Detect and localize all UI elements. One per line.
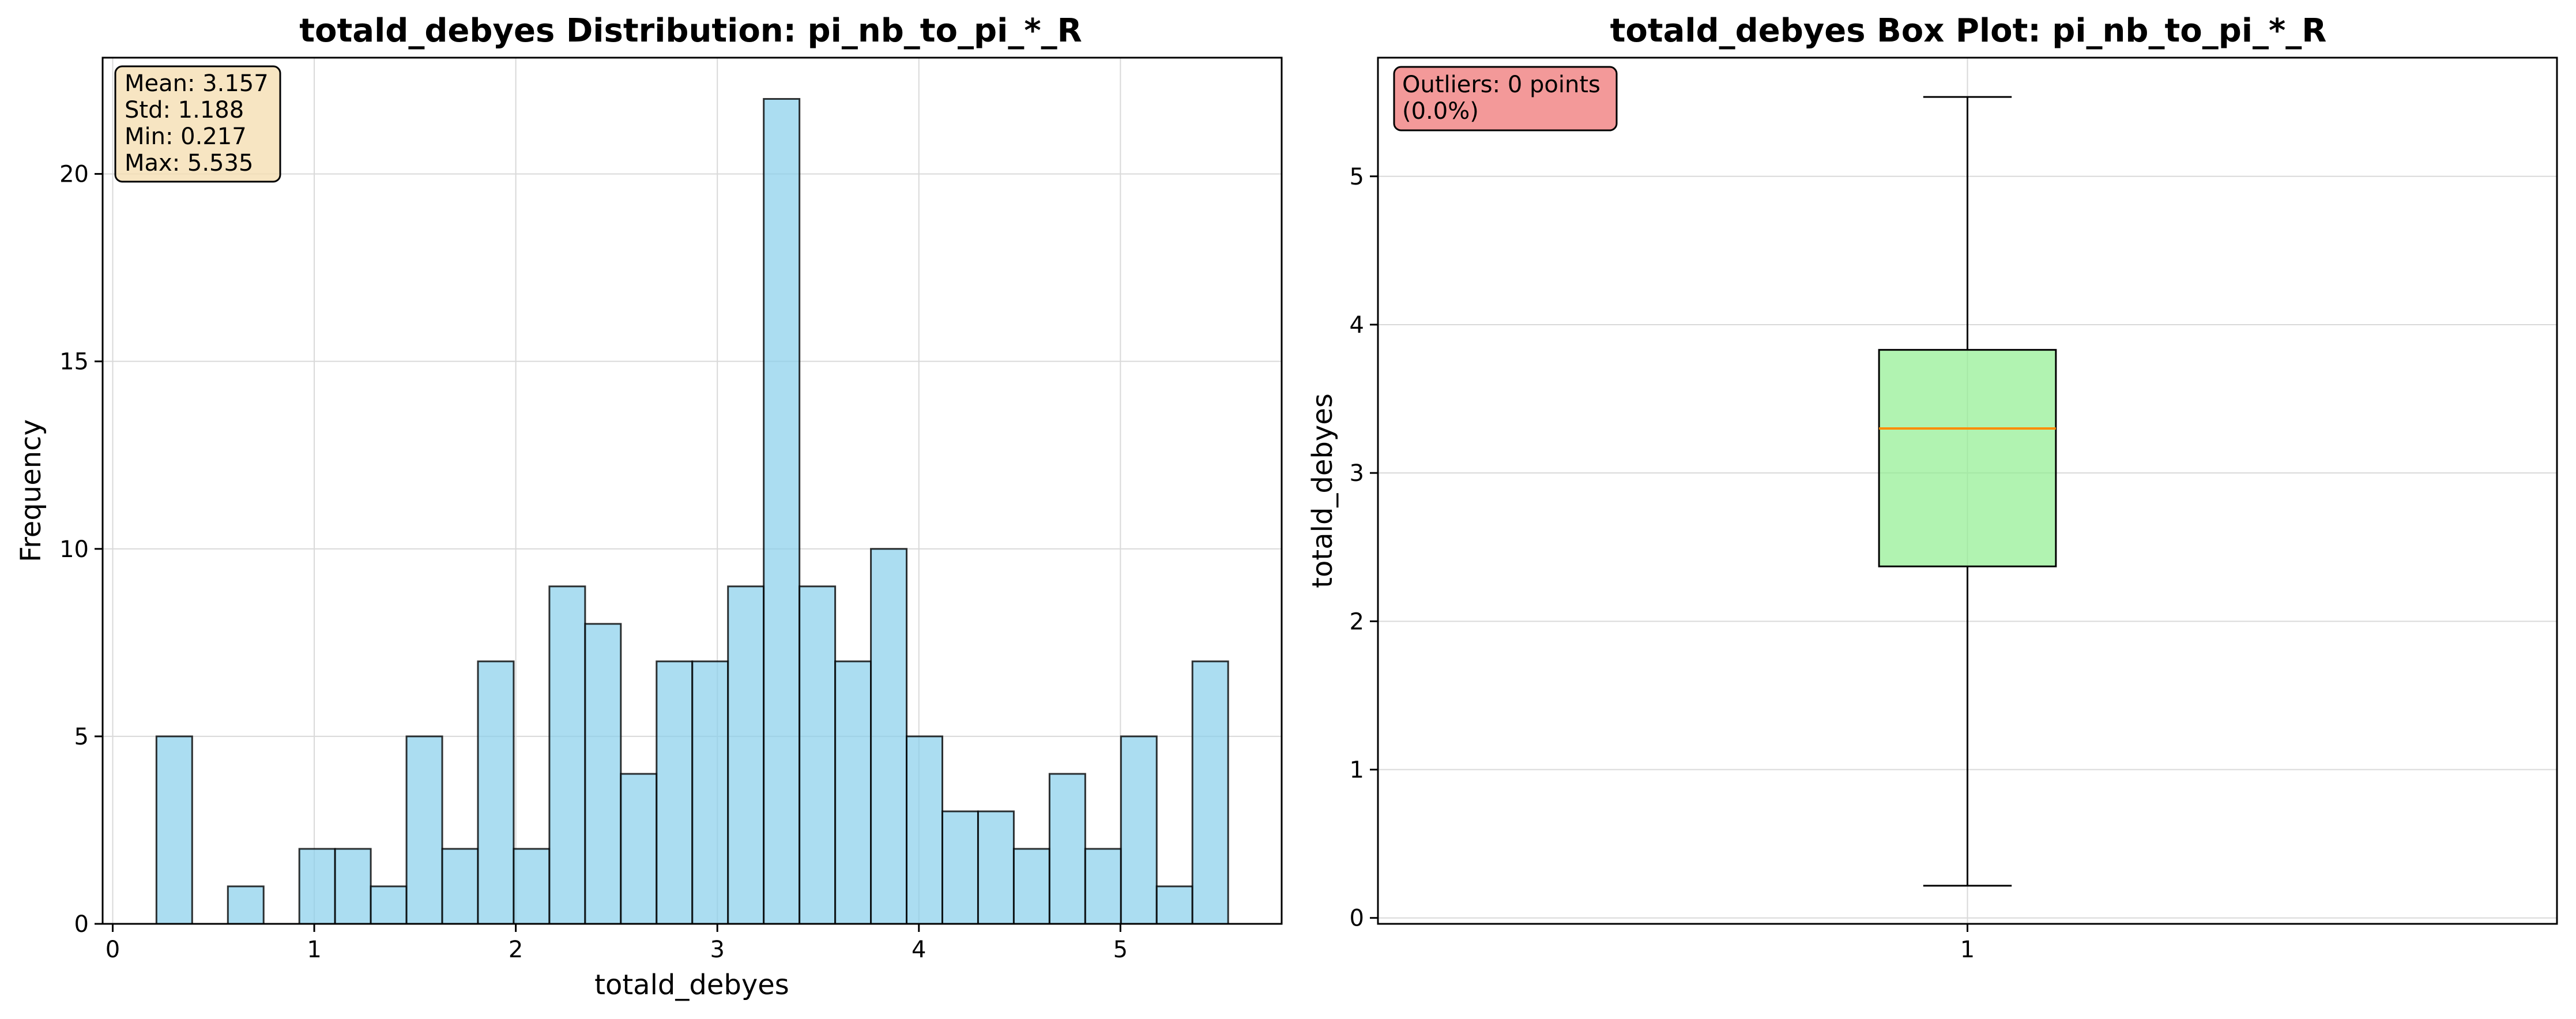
interquartile-box	[1878, 349, 2057, 567]
outliers-box: Outliers: 0 points (0.0%)	[1393, 66, 1618, 131]
box-plot-box	[1878, 96, 2057, 887]
x-tick-label: 1	[1960, 937, 1975, 963]
x-tick-label: 2	[509, 937, 523, 963]
histogram-bar	[441, 848, 479, 925]
histogram-bar	[941, 810, 979, 925]
x-tick-label: 3	[710, 937, 724, 963]
histogram-bar	[691, 660, 729, 925]
box-plot-y-ticks: 0 1 2 3 4 5	[1350, 164, 1378, 932]
stats-mean: Mean: 3.157	[125, 70, 269, 97]
histogram-bar	[298, 848, 336, 925]
box-plot-x-ticks: 1	[1960, 924, 1975, 963]
histogram-bar	[513, 848, 551, 925]
stats-max: Max: 5.535	[125, 150, 253, 176]
histogram-bar	[548, 585, 586, 925]
y-tick-label: 0	[74, 911, 89, 938]
y-tick-label: 0	[1350, 905, 1364, 932]
outliers-box-background	[1393, 66, 1618, 131]
histogram-bar	[334, 848, 372, 925]
histogram-chart: totald_debyes Distribution: pi_nb_to_pi_…	[15, 12, 1283, 1001]
x-tick-label: 1	[307, 937, 321, 963]
outliers-percent: (0.0%)	[1402, 98, 1479, 125]
histogram-bar	[584, 623, 622, 925]
histogram-axes-frame	[101, 57, 1283, 925]
histogram-bar	[620, 773, 658, 925]
histogram-bar	[477, 660, 515, 925]
histogram-y-axis-label: Frequency	[15, 419, 47, 562]
y-tick-label: 5	[74, 724, 89, 750]
histogram-bar	[155, 735, 193, 925]
y-tick-label: 10	[59, 536, 89, 563]
histogram-y-ticks: 0 5 10 15 20	[59, 161, 103, 938]
stats-std: Std: 1.188	[125, 97, 244, 123]
histogram-bar	[763, 98, 801, 925]
outliers-count: Outliers: 0 points	[1402, 72, 1600, 98]
stats-box: Mean: 3.157 Std: 1.188 Min: 0.217 Max: 5…	[114, 65, 281, 183]
histogram-bar	[1120, 735, 1158, 925]
histogram-bars	[155, 98, 1229, 925]
x-tick-label: 4	[912, 937, 926, 963]
x-tick-label: 0	[106, 937, 120, 963]
y-tick-label: 4	[1350, 312, 1364, 339]
y-tick-label: 1	[1350, 757, 1364, 784]
histogram-bar	[1155, 885, 1193, 925]
histogram-title: totald_debyes Distribution: pi_nb_to_pi_…	[299, 12, 1082, 50]
histogram-x-ticks: 0 1 2 3 4 5	[106, 924, 1128, 963]
histogram-bar	[906, 735, 943, 925]
histogram-bar	[870, 548, 908, 925]
histogram-bar	[1048, 773, 1086, 925]
histogram-bar	[834, 660, 872, 925]
histogram-bar	[1012, 848, 1050, 925]
box-plot-y-axis-label: totald_debyes	[1306, 393, 1339, 588]
box-plot-title: totald_debyes Box Plot: pi_nb_to_pi_*_R	[1610, 12, 2327, 50]
y-tick-label: 2	[1350, 608, 1364, 635]
histogram-bar	[370, 885, 408, 925]
y-tick-label: 5	[1350, 164, 1364, 190]
histogram-bar	[727, 585, 765, 925]
histogram-x-axis-label: totald_debyes	[594, 969, 789, 1001]
histogram-bar	[227, 885, 265, 925]
y-tick-label: 20	[59, 161, 89, 188]
histogram-bar	[977, 810, 1015, 925]
stats-min: Min: 0.217	[125, 123, 247, 150]
box-plot-chart: totald_debyes Box Plot: pi_nb_to_pi_*_R …	[1306, 12, 2558, 963]
x-tick-label: 5	[1113, 937, 1128, 963]
histogram-bar	[656, 660, 694, 925]
histogram-bar	[1084, 848, 1122, 925]
y-tick-label: 15	[59, 349, 89, 375]
histogram-bar	[799, 585, 837, 925]
histogram-bar	[1191, 660, 1229, 925]
stats-box-background	[114, 65, 281, 183]
histogram-bar	[405, 735, 443, 925]
y-tick-label: 3	[1350, 460, 1364, 487]
